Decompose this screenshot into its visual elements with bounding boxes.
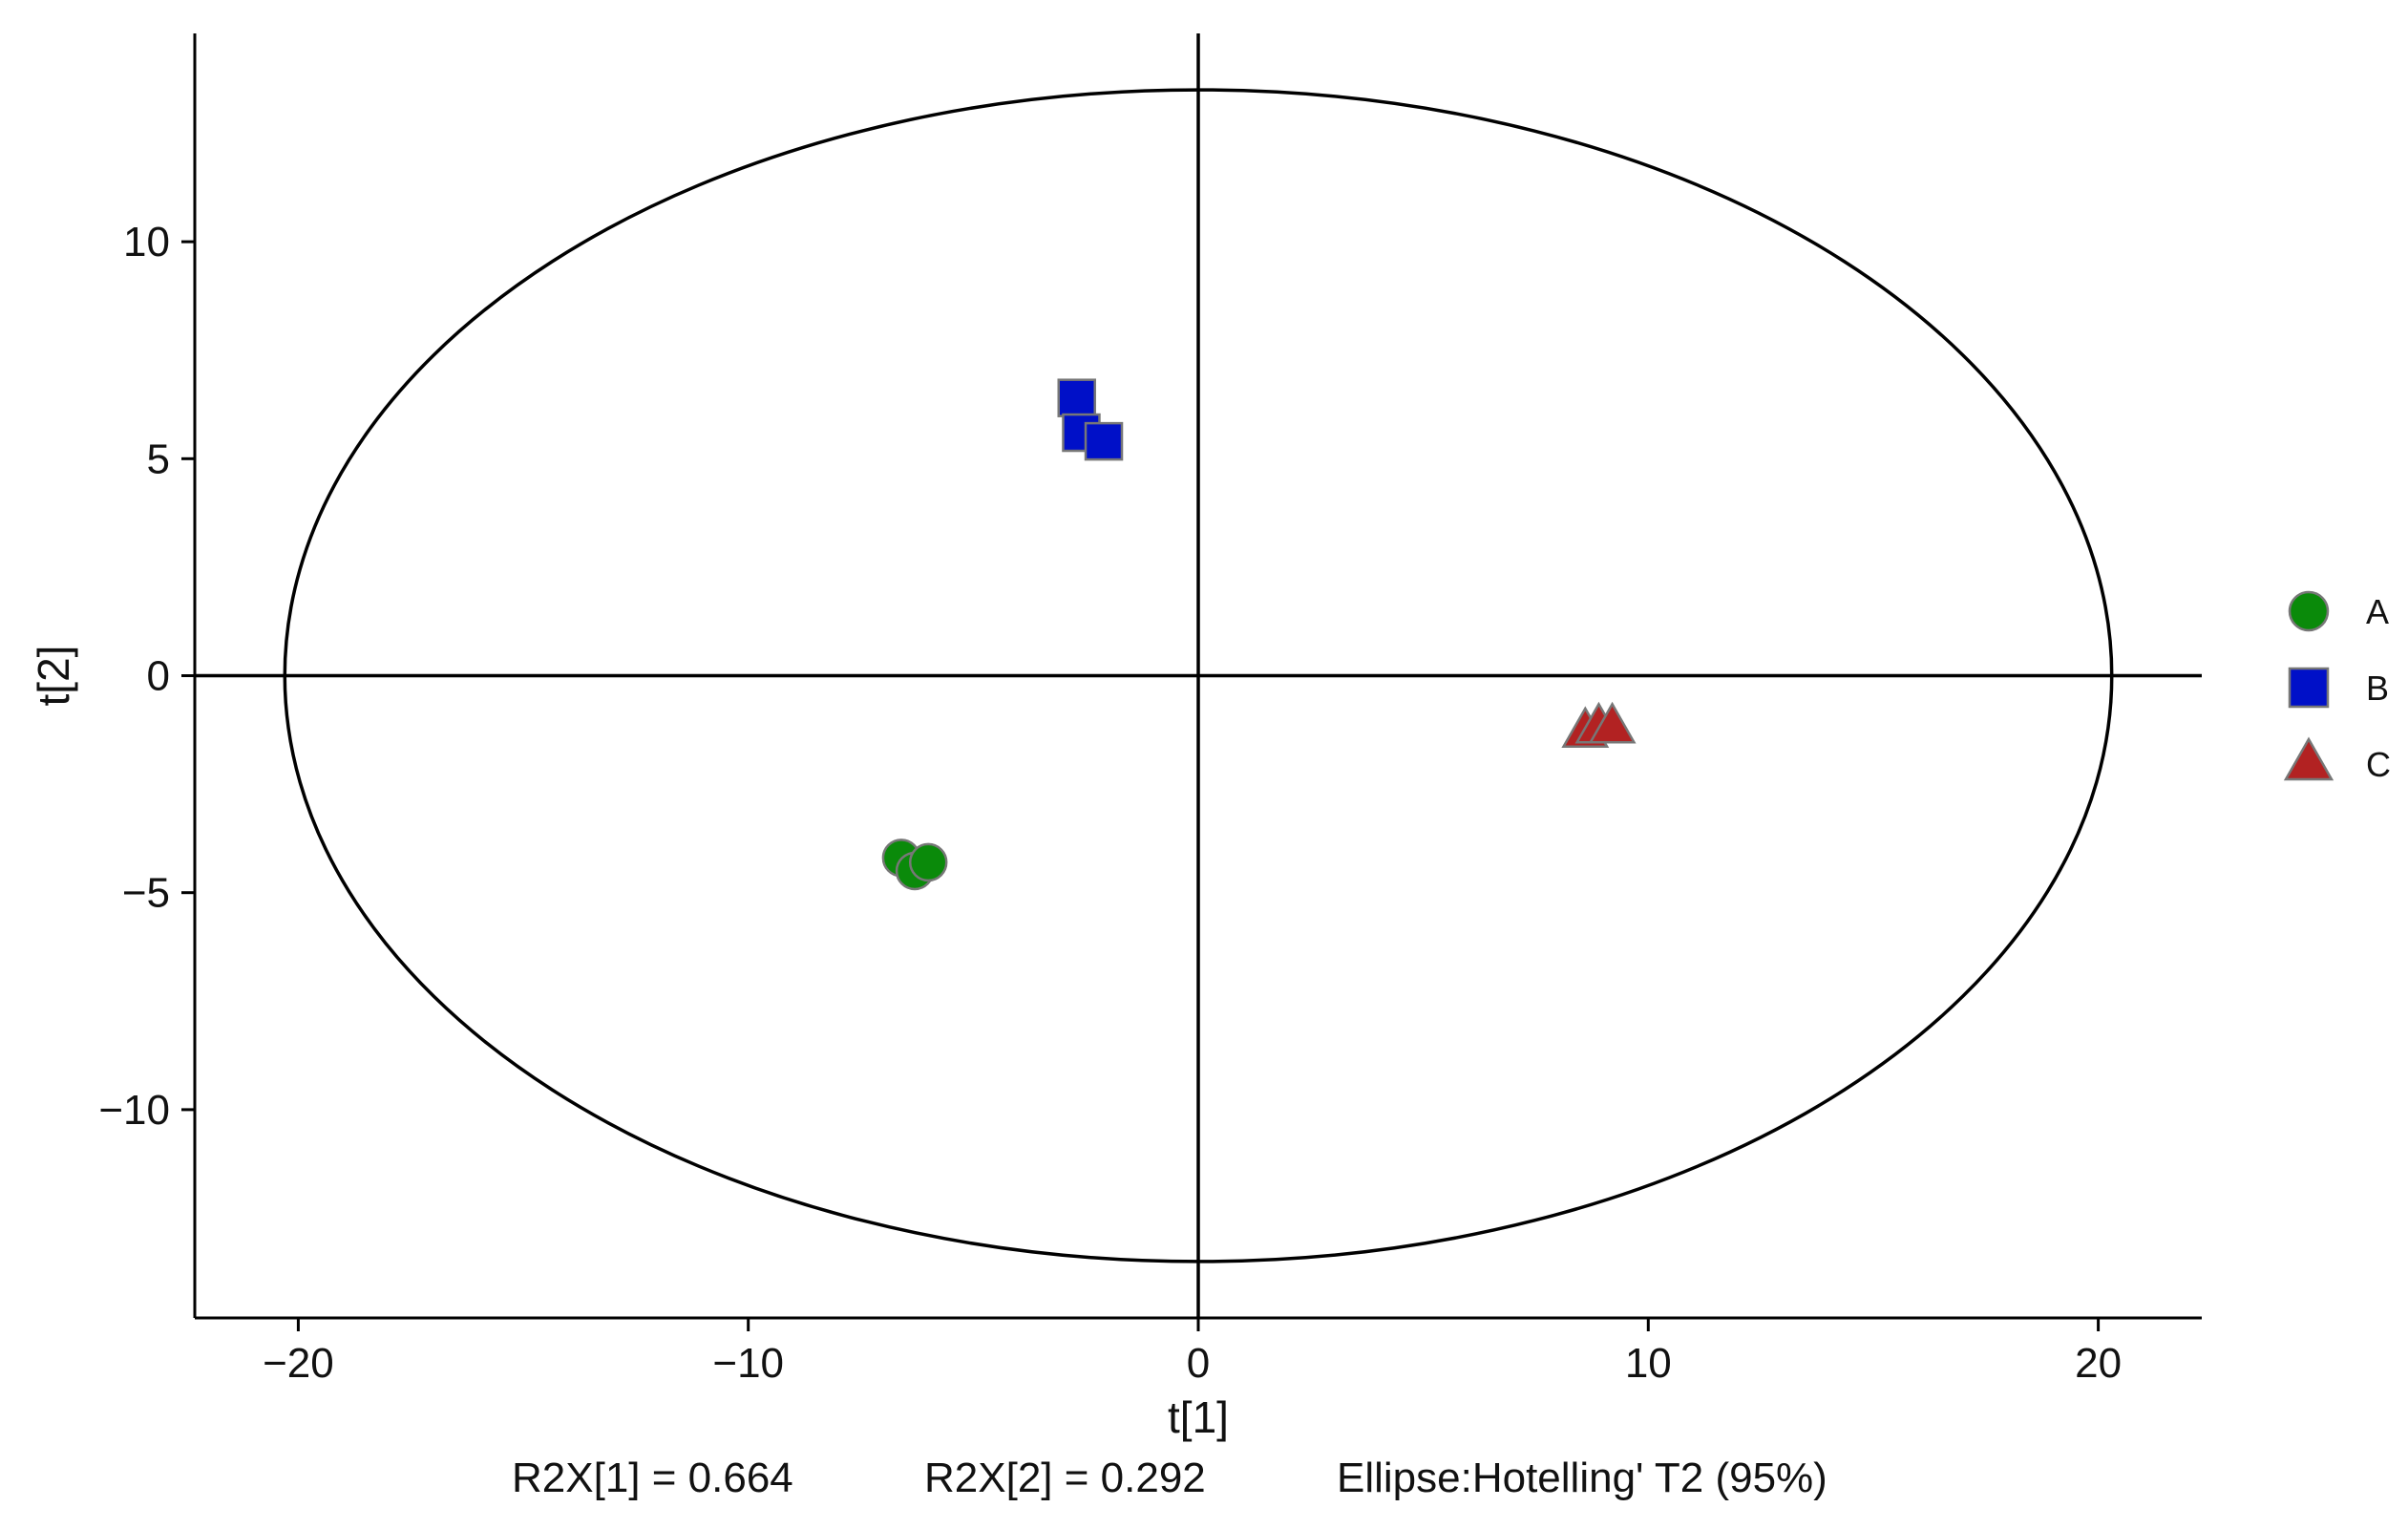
y-tick-label: −10: [98, 1087, 170, 1134]
legend: ABC: [2283, 590, 2391, 784]
caption-ellipse: Ellipse:Hotelling' T2 (95%): [1337, 1455, 1827, 1501]
y-axis-title: t[2]: [29, 646, 78, 707]
data-point-c: [1588, 701, 1637, 744]
legend-label-a: A: [2366, 592, 2389, 631]
data-point-b: [1084, 421, 1124, 461]
legend-item-a: A: [2288, 590, 2389, 632]
y-tick-label: −5: [122, 870, 170, 917]
x-tick-label: 20: [2075, 1340, 2122, 1387]
data-points: [881, 378, 1637, 891]
data-point-b: [1057, 378, 1096, 417]
legend-marker-c: [2283, 736, 2334, 781]
legend-label-b: B: [2366, 669, 2389, 708]
legend-marker-b: [2288, 667, 2330, 709]
legend-label-c: C: [2366, 745, 2391, 784]
confidence-ellipse-layer: [283, 88, 2114, 1264]
x-axis-title: t[1]: [1168, 1392, 1229, 1442]
x-tick-label: −20: [263, 1340, 334, 1387]
x-tick-label: 10: [1625, 1340, 1672, 1387]
data-point-a: [908, 842, 948, 882]
hotelling-ellipse: [283, 88, 2114, 1264]
reference-lines: [195, 33, 2202, 1318]
caption-r2x2: R2X[2] = 0.292: [924, 1455, 1206, 1501]
caption-r2x1: R2X[1] = 0.664: [512, 1455, 793, 1501]
y-tick-label: 0: [147, 653, 170, 700]
x-tick-label: −10: [712, 1340, 784, 1387]
tick-marks: −20 −10 0 10 20 −10 −5 0 5 10: [98, 219, 2122, 1387]
legend-item-b: B: [2288, 667, 2389, 709]
legend-marker-a: [2288, 590, 2330, 632]
x-tick-label: 0: [1187, 1340, 1210, 1387]
y-tick-label: 5: [147, 435, 170, 482]
legend-item-c: C: [2283, 736, 2391, 784]
y-tick-label: 10: [123, 219, 170, 265]
